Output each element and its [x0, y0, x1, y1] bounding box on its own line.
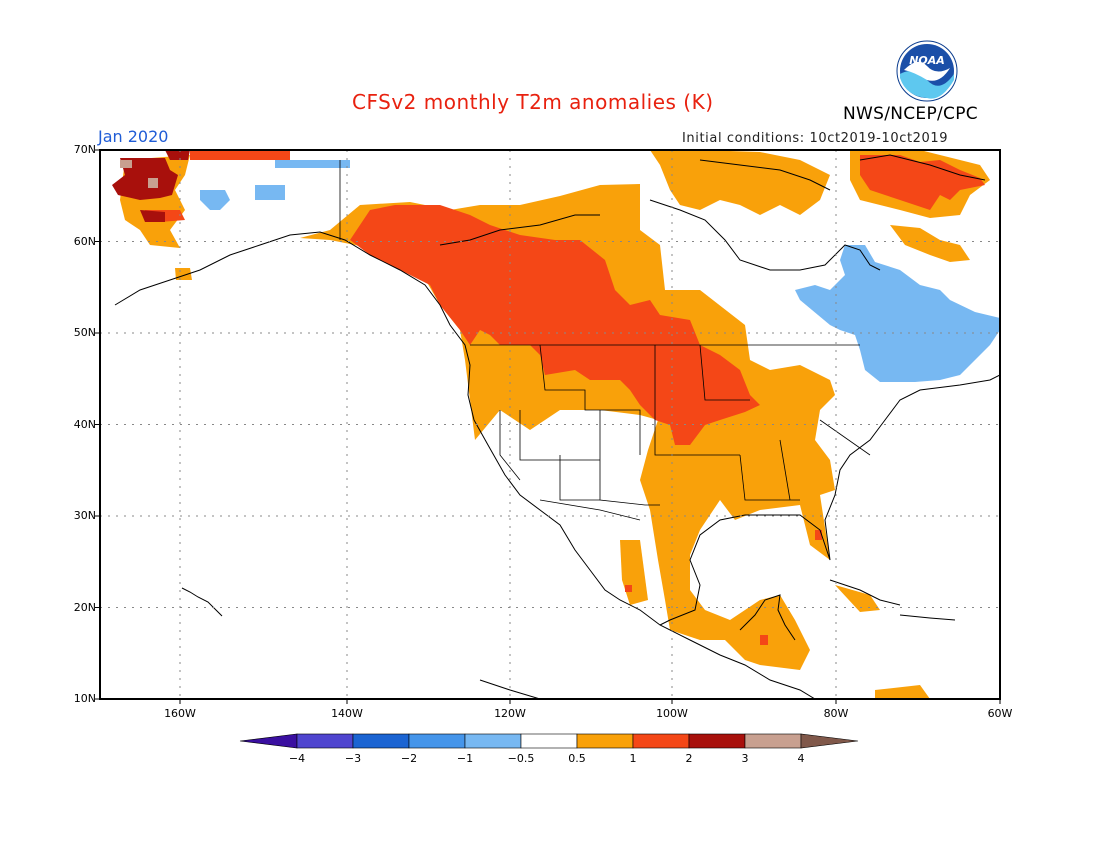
lat-label-60n: 60N — [73, 235, 96, 248]
colorbar-tick-label: 3 — [741, 752, 749, 765]
lat-label-70n: 70N — [73, 143, 96, 156]
colorbar-tick-label: −4 — [288, 752, 306, 765]
colorbar-tick-label: −1 — [456, 752, 474, 765]
chart-title: CFSv2 monthly T2m anomalies (K) — [352, 90, 714, 114]
borders — [339, 160, 871, 521]
lon-label-120w: 120W — [494, 707, 526, 720]
colorbar-tick-label: −2 — [400, 752, 418, 765]
colorbar-tick-label: 2 — [685, 752, 693, 765]
graticule — [100, 150, 1000, 699]
anomaly-3-to-4 — [120, 160, 158, 188]
colorbar-bin — [464, 733, 522, 749]
colorbar-tick-label: 4 — [797, 752, 805, 765]
colorbar-bin — [352, 733, 410, 749]
initial-conditions: Initial conditions: 10ct2019-10ct2019 — [682, 131, 949, 146]
lon-label-160w: 160W — [164, 707, 196, 720]
colorbar-bin — [744, 733, 802, 749]
colorbar-tick-label: 1 — [629, 752, 637, 765]
colorbar-bin — [520, 733, 578, 749]
noaa-logo: NOAA — [896, 40, 958, 102]
logo-text: NOAA — [909, 54, 945, 67]
colorbar — [239, 733, 859, 749]
lon-label-140w: 140W — [331, 707, 363, 720]
colorbar-tick-label: −0.5 — [507, 752, 535, 765]
anomaly-2-to-3 — [112, 150, 190, 222]
coastlines — [114, 154, 1000, 699]
lat-label-40n: 40N — [73, 418, 96, 431]
lon-label-80w: 80W — [823, 707, 849, 720]
colorbar-bin — [296, 733, 354, 749]
colorbar-bin — [688, 733, 746, 749]
anomaly-fields — [112, 150, 1000, 699]
colorbar-arrow-high — [800, 733, 859, 749]
lon-label-100w: 100W — [656, 707, 688, 720]
colorbar-tick-label: 0.5 — [568, 752, 586, 765]
colorbar-arrow-low — [239, 733, 298, 749]
lat-label-20n: 20N — [73, 601, 96, 614]
colorbar-bin — [576, 733, 634, 749]
anomaly-0.5-to-1 — [120, 150, 990, 699]
anomaly-neg1-to-neg0.5 — [200, 160, 1000, 382]
colorbar-tick-label: −3 — [344, 752, 362, 765]
axis-ticks — [95, 149, 1001, 704]
colorbar-bin — [408, 733, 466, 749]
lat-label-50n: 50N — [73, 326, 96, 339]
lat-label-30n: 30N — [73, 509, 96, 522]
lon-label-60w: 60W — [987, 707, 1013, 720]
colorbar-bin — [632, 733, 690, 749]
agency-label: NWS/NCEP/CPC — [843, 104, 978, 124]
lat-label-10n: 10N — [73, 692, 96, 705]
forecast-month: Jan 2020 — [98, 127, 169, 146]
anomaly-1-to-2 — [145, 150, 985, 645]
